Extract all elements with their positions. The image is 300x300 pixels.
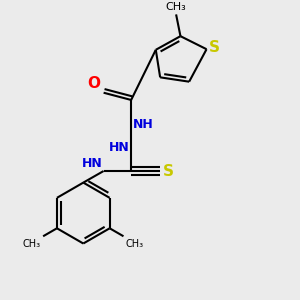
Text: HN: HN <box>81 157 102 169</box>
Text: CH₃: CH₃ <box>126 239 144 249</box>
Text: HN: HN <box>109 141 130 154</box>
Text: CH₃: CH₃ <box>166 2 187 12</box>
Text: NH: NH <box>133 118 153 131</box>
Text: CH₃: CH₃ <box>23 239 41 249</box>
Text: S: S <box>209 40 220 55</box>
Text: O: O <box>87 76 100 91</box>
Text: S: S <box>163 164 174 178</box>
